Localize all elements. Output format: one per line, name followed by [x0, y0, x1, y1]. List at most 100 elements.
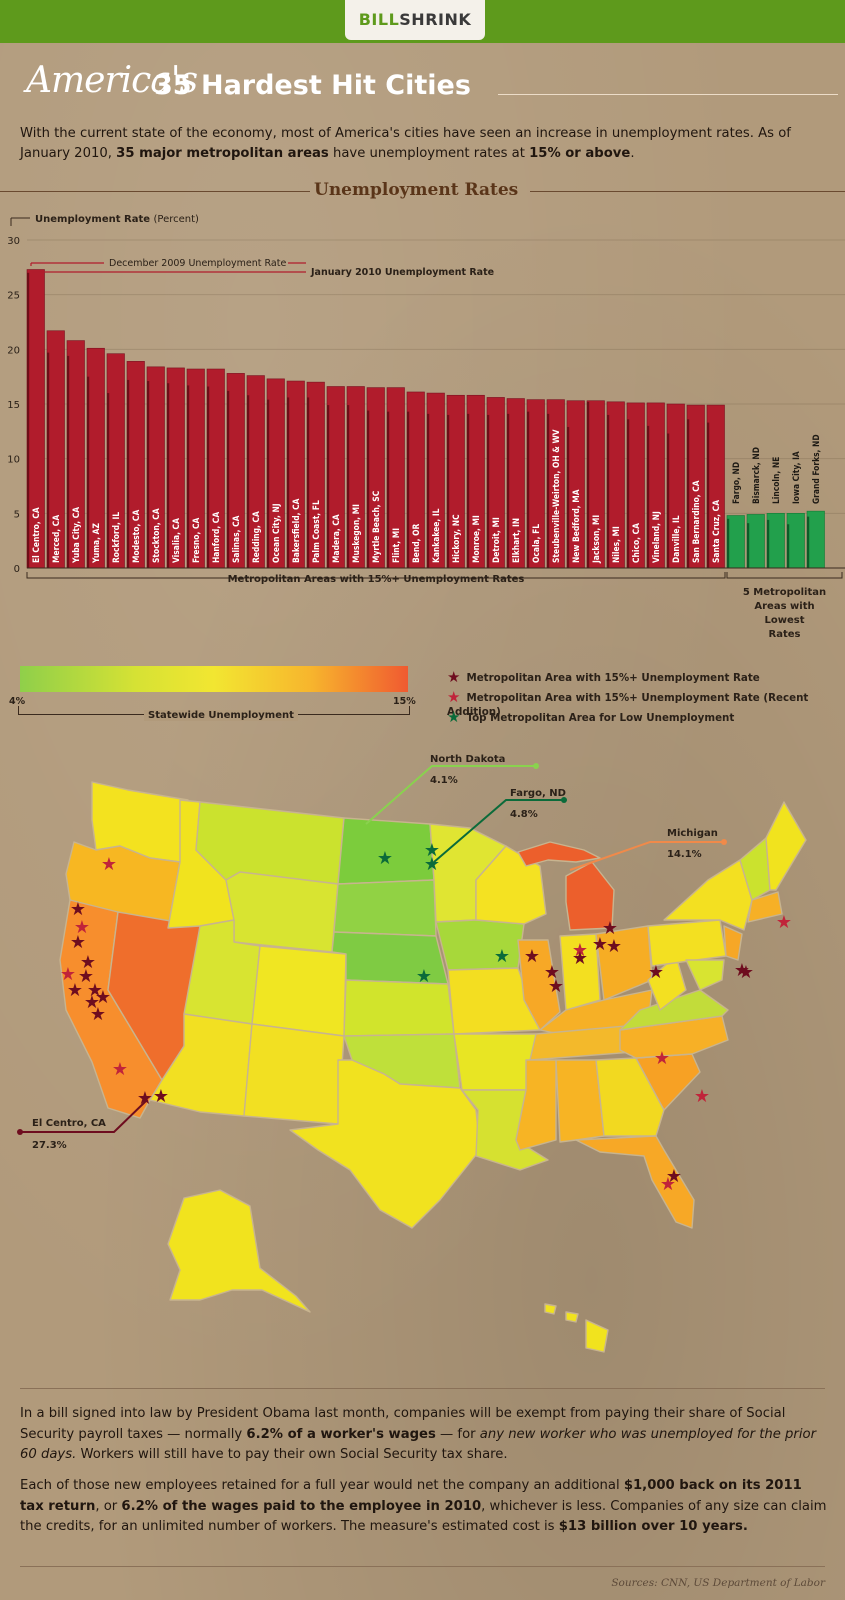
intro-part: have unemployment rates at — [328, 146, 530, 161]
category-label: Redding, CA — [251, 511, 261, 563]
intro-part: With the current state of the economy, m… — [20, 126, 791, 161]
page-title: America's 35 Hardest Hit Cities — [20, 58, 838, 108]
category-label: Fargo, ND — [731, 462, 741, 504]
bar-dec-2009 — [87, 376, 90, 568]
bar-dec-2009 — [347, 405, 350, 568]
bar-dec-2009 — [47, 352, 50, 568]
category-label: Danville, IL — [671, 515, 681, 563]
category-label: Kankakee, IL — [431, 508, 441, 563]
category-label: El Centro, CA — [31, 507, 41, 563]
y-axis-label: Unemployment Rate (Percent) — [35, 214, 199, 225]
bar-dec-2009 — [427, 413, 430, 568]
bar-dec-2009 — [467, 413, 470, 568]
key-label: Metropolitan Area with 15%+ Unemployment… — [466, 672, 760, 684]
annotation-dec-label: December 2009 Unemployment Rate — [109, 258, 286, 269]
category-label: Modesto, CA — [131, 510, 141, 563]
y-tick-label: 15 — [7, 400, 20, 411]
bar-dec-2009 — [487, 414, 490, 568]
body-paragraph-1: In a bill signed into law by President O… — [20, 1404, 830, 1466]
y-axis-unit: (Percent) — [154, 214, 200, 225]
bar-dec-2009 — [607, 414, 610, 568]
category-label: Bismarck, ND — [751, 447, 761, 504]
category-label: Flint, MI — [391, 528, 401, 563]
bar-dec-2009 — [287, 397, 290, 568]
y-tick-label: 0 — [14, 564, 20, 575]
bar-dec-2009 — [27, 272, 30, 568]
bar-dec-2009 — [107, 393, 110, 568]
category-label: Bend, OR — [411, 524, 421, 564]
bar-dec-2009 — [147, 381, 150, 568]
bar-dec-2009 — [667, 433, 670, 568]
category-label: Monroe, MI — [471, 515, 481, 563]
group-low-bracket — [726, 572, 843, 579]
brand-logo[interactable]: BILLSHRINK — [345, 0, 485, 40]
bar-dec-2009 — [367, 410, 370, 568]
category-label: Madera, CA — [331, 514, 341, 563]
section-rule-left — [0, 191, 310, 192]
category-label: Bakersfield, CA — [291, 498, 301, 563]
category-label: San Bernardino, CA — [691, 480, 701, 563]
bar-jan-2010 — [786, 513, 805, 569]
bar-dec-2009 — [227, 390, 230, 568]
category-label: Steubenville-Weirton, OH & WV — [551, 429, 561, 563]
intro-bold: 35 major metropolitan areas — [116, 146, 329, 161]
body-text: In a bill signed into law by President O… — [20, 1406, 786, 1442]
bar-dec-2009 — [747, 523, 750, 568]
category-label: Detroit, MI — [491, 517, 501, 563]
y-tick-label: 5 — [14, 509, 20, 520]
sources-note: Sources: CNN, US Department of Labor — [611, 1577, 825, 1589]
bar-dec-2009 — [387, 411, 390, 568]
category-label: Muskegon, MI — [351, 504, 361, 563]
group-high-bracket — [26, 572, 726, 579]
bar-dec-2009 — [547, 413, 550, 568]
bar-dec-2009 — [327, 405, 330, 568]
body-text: , or — [95, 1498, 122, 1514]
section-rule-right — [530, 191, 845, 192]
title-script: America's — [26, 60, 198, 101]
category-label: Fresno, CA — [191, 518, 201, 563]
category-label: Santa Cruz, CA — [711, 500, 721, 563]
bar-jan-2010 — [726, 515, 745, 569]
category-label: Palm Coast, FL — [311, 500, 321, 563]
category-label: Merced, CA — [51, 515, 61, 563]
category-label: Stockton, CA — [151, 508, 161, 563]
star-icon: ★ — [447, 688, 461, 706]
category-label: New Bedford, MA — [571, 489, 581, 563]
title-main: 35 Hardest Hit Cities — [154, 70, 471, 101]
section-header: Unemployment Rates — [0, 180, 845, 204]
category-label: Grand Forks, ND — [811, 434, 821, 504]
key-metro-high: ★ Metropolitan Area with 15%+ Unemploymen… — [447, 668, 760, 686]
body-bold: $1,000 back on its 2011 tax return — [20, 1478, 802, 1514]
title-rule — [498, 94, 838, 95]
bar-dec-2009 — [527, 411, 530, 568]
bar-dec-2009 — [807, 516, 810, 568]
bar-dec-2009 — [727, 518, 730, 568]
bar-dec-2009 — [687, 419, 690, 568]
intro-text: With the current state of the economy, m… — [20, 124, 830, 164]
body-paragraph-2: Each of those new employees retained for… — [20, 1476, 830, 1538]
bar-dec-2009 — [407, 411, 410, 568]
category-label: Ocean City, NJ — [271, 503, 281, 563]
category-label: Hanford, CA — [211, 512, 221, 563]
group-low-label: Rates — [769, 629, 801, 640]
bar-dec-2009 — [787, 524, 790, 568]
bar-jan-2010 — [806, 510, 825, 569]
key-metro-recent: ★ Metropolitan Area with 15%+ Unemploymen… — [447, 688, 845, 718]
category-label: Ocala, FL — [531, 524, 541, 563]
body-bold: $13 billion over 10 years. — [558, 1519, 748, 1534]
bar-jan-2010 — [746, 514, 765, 569]
bar-dec-2009 — [127, 379, 130, 568]
section-title: Unemployment Rates — [314, 180, 519, 200]
bar-dec-2009 — [567, 426, 570, 568]
bar-dec-2009 — [207, 386, 210, 568]
category-label: Niles, MI — [611, 526, 621, 563]
bar-jan-2010 — [766, 513, 785, 569]
bar-dec-2009 — [187, 385, 190, 568]
category-label: Myrtle Beach, SC — [371, 490, 381, 563]
key-label: Metropolitan Area with 15%+ Unemployment… — [447, 692, 809, 718]
category-label: Vineland, NJ — [651, 511, 661, 563]
y-tick-label: 20 — [7, 345, 20, 356]
body-text: — for — [435, 1426, 480, 1442]
y-tick-label: 25 — [7, 291, 20, 302]
